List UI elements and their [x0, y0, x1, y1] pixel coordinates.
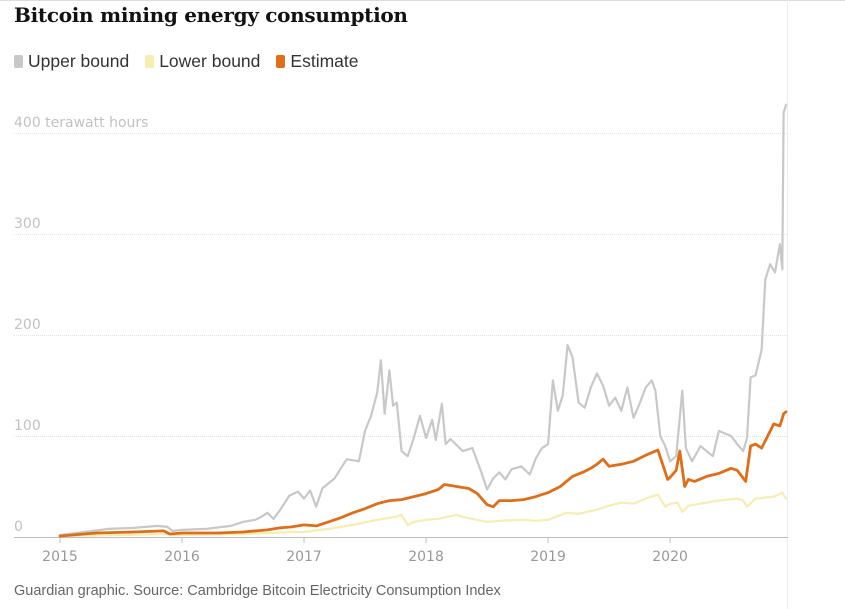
x-tick-label: 2017 — [286, 549, 322, 565]
legend-item-upper-bound: Upper bound — [14, 51, 129, 72]
top-rule — [0, 0, 845, 1]
y-tick-label: 400 terawatt hours — [14, 115, 148, 131]
right-rule — [787, 0, 788, 609]
legend-swatch-upper-bound — [14, 55, 23, 68]
legend-swatch-lower-bound — [145, 55, 155, 68]
x-tick-label: 2019 — [530, 549, 566, 565]
x-tick-label: 2015 — [42, 549, 78, 565]
legend-item-estimate: Estimate — [276, 51, 358, 72]
series-line-upper-bound — [58, 103, 788, 537]
source-note: Guardian graphic. Source: Cambridge Bitc… — [14, 583, 501, 599]
y-tick-label: 200 — [14, 317, 41, 333]
x-tick-label: 2016 — [164, 549, 200, 565]
series-line-estimate — [58, 410, 788, 538]
series-line-lower-bound — [58, 491, 788, 538]
legend-label-lower-bound: Lower bound — [159, 51, 261, 71]
x-tick-label: 2018 — [408, 549, 444, 565]
x-tick-label: 2020 — [652, 549, 688, 565]
y-tick-label: 0 — [14, 519, 23, 535]
legend-label-estimate: Estimate — [290, 51, 359, 71]
legend-swatch-estimate — [276, 55, 286, 68]
chart-legend: Upper bound Lower bound Estimate — [14, 51, 374, 72]
chart-title: Bitcoin mining energy consumption — [14, 3, 408, 27]
y-tick-label: 300 — [14, 216, 41, 232]
legend-label-upper-bound: Upper bound — [28, 51, 130, 71]
y-tick-label: 100 — [14, 418, 41, 434]
legend-item-lower-bound: Lower bound — [145, 51, 260, 72]
